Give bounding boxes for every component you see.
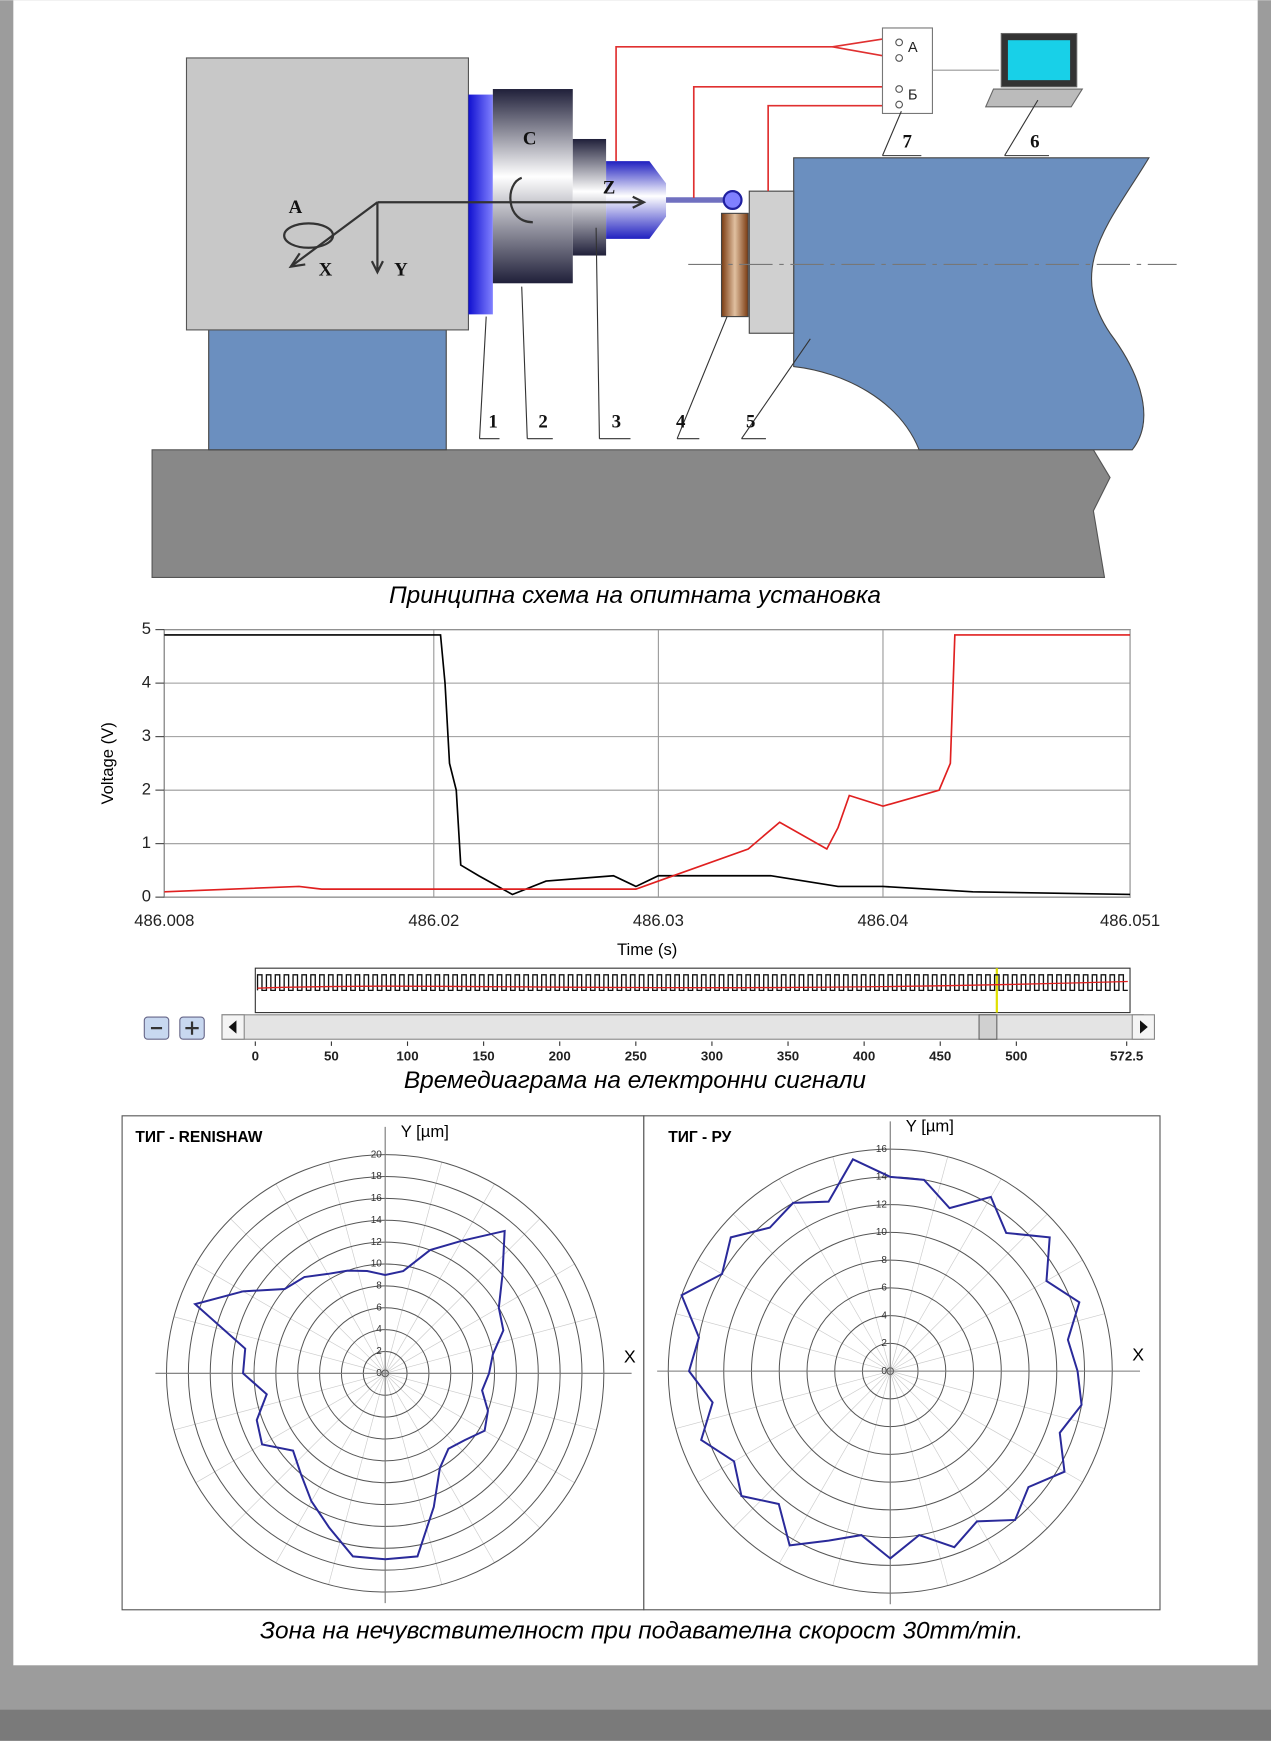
chart-title: ТИГ - РУ [668,1129,731,1146]
axis-label: C [523,128,537,149]
r-tick-label: 2 [881,1338,887,1349]
spindle-ring [468,95,492,315]
y-axis-title: Y [µm] [906,1116,954,1135]
terminal-label: А [908,40,918,56]
part-label: 7 [902,132,911,153]
part-label: 5 [746,411,755,432]
x-tick-label: 486.008 [134,911,194,930]
page: 1 2 3 4 5 6 7 A X Y Z C А Б Принципна сх… [0,0,1271,1741]
x-tick-label: 50 [324,1049,339,1064]
y-tick-label: 1 [142,833,151,852]
r-tick-label: 20 [371,1149,383,1160]
r-tick-label: 6 [376,1302,382,1313]
x-tick-label: 200 [549,1049,571,1064]
x-tick-label: 250 [625,1049,647,1064]
part-label: 3 [612,411,621,432]
r-tick-label: 10 [371,1259,383,1270]
x-tick-label: 486.04 [858,911,909,930]
y-tick-label: 0 [142,887,151,906]
part-label: 2 [538,411,547,432]
terminal-label: Б [908,88,917,104]
r-tick-label: 4 [376,1324,382,1335]
x-tick-label: 500 [1005,1049,1027,1064]
axis-label: Y [394,259,408,280]
polar-panel [122,1116,644,1610]
stylus-ball [724,191,742,209]
r-tick-label: 10 [876,1227,888,1238]
chart-title: ТИГ - RENISHAW [135,1129,262,1146]
bottom-band [0,1710,1271,1741]
x-tick-label: 0 [252,1049,259,1064]
y-axis-title: Voltage (V) [98,722,117,804]
base [152,450,1110,578]
x-axis-title: X [624,1346,636,1366]
x-tick-label: 100 [396,1049,418,1064]
machine-head [186,58,468,330]
x-tick-label: 486.03 [633,911,684,930]
caption: Принципна схема на опитната установка [389,582,881,609]
r-tick-label: 18 [371,1171,383,1182]
polar-panel [644,1116,1160,1610]
scroll-thumb[interactable] [979,1015,997,1039]
x-tick-label: 486.051 [1100,911,1160,930]
r-tick-label: 4 [881,1310,887,1321]
x-tick-label: 350 [777,1049,799,1064]
axis-label: A [289,197,303,218]
r-tick-label: 14 [371,1215,383,1226]
column [209,330,447,450]
x-tick-label: 150 [473,1049,495,1064]
x-tick-label: 450 [929,1049,951,1064]
y-tick-label: 2 [142,780,151,799]
probe [606,161,666,239]
axis-label: X [319,259,333,280]
y-tick-label: 4 [142,673,151,692]
y-tick-label: 5 [142,619,151,638]
chuck [749,191,793,333]
x-tick-label: 400 [853,1049,875,1064]
x-axis-title: Time (s) [617,940,677,959]
r-tick-label: 8 [881,1255,887,1266]
spindle [493,89,573,283]
r-tick-label: 16 [371,1193,383,1204]
r-tick-label: 16 [876,1144,888,1155]
r-tick-label: 2 [376,1346,382,1357]
part-label: 4 [676,411,686,432]
adapter [573,139,606,256]
x-tick-label: 572.5 [1110,1049,1144,1064]
scrollbar-track [222,1015,1143,1039]
y-axis-title: Y [µm] [401,1122,449,1141]
x-tick-label: 300 [701,1049,723,1064]
y-tick-label: 3 [142,726,151,745]
x-axis-title: X [1132,1344,1144,1364]
x-tick-label: 486.02 [408,911,459,930]
plot-area [164,630,1130,898]
part-label: 1 [488,411,497,432]
axis-label: Z [603,177,616,198]
caption: Времедиаграма на електронни сигнали [404,1067,866,1094]
r-tick-label: 6 [881,1283,887,1294]
caption: Зона на нечувствителност при подавателна… [260,1617,1023,1644]
r-tick-label: 12 [371,1237,383,1248]
r-tick-label: 8 [376,1281,382,1292]
r-tick-label: 12 [876,1199,888,1210]
part-label: 6 [1030,132,1039,153]
